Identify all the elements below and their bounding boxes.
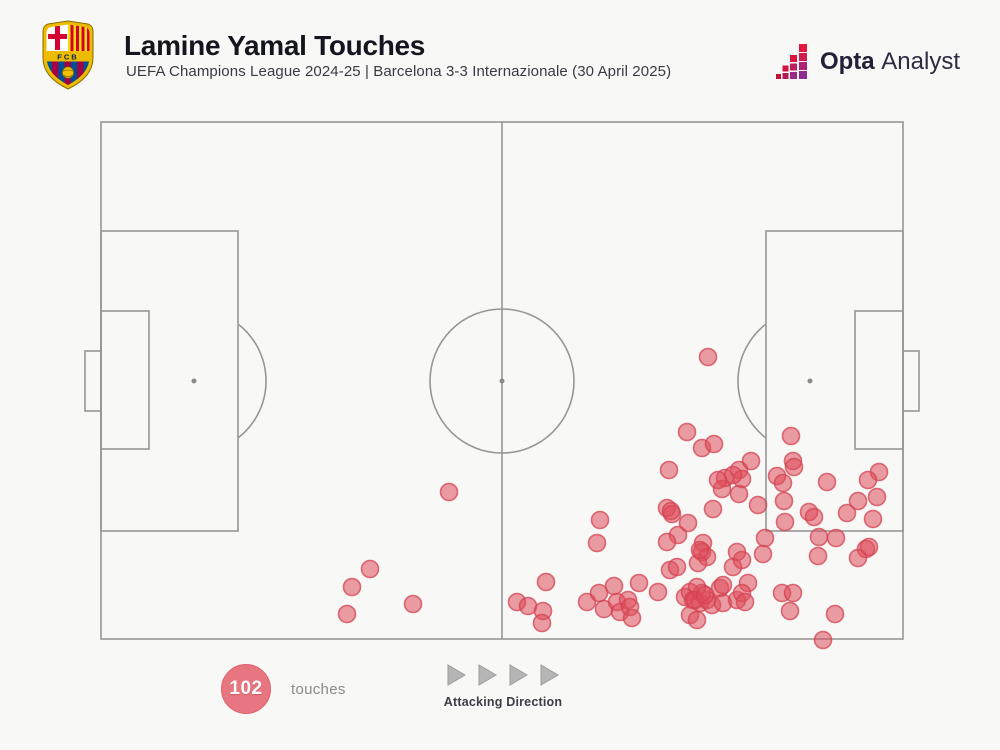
touch-dot	[825, 604, 845, 624]
touch-dot	[775, 512, 795, 532]
touch-dot	[848, 491, 868, 511]
touch-dots	[337, 347, 889, 650]
touch-dot	[587, 533, 607, 553]
center-circle	[429, 308, 575, 454]
touch-dot	[532, 613, 552, 633]
touch-dot	[817, 472, 837, 492]
touch-dot	[753, 544, 773, 564]
touch-dot	[687, 610, 707, 630]
touch-dot	[703, 499, 723, 519]
brand-analyst: Analyst	[881, 48, 960, 75]
arrow-right-icon	[447, 664, 466, 686]
touch-dot	[622, 608, 642, 628]
touch-dot	[773, 473, 793, 493]
goal-area-left	[100, 310, 150, 450]
touch-dot	[604, 576, 624, 596]
touch-dot	[648, 582, 668, 602]
penalty-area-left	[100, 230, 239, 532]
touch-dot	[780, 601, 800, 621]
touch-dot	[659, 460, 679, 480]
touch-dot	[360, 559, 380, 579]
penalty-spot-right	[807, 378, 813, 384]
touch-dot	[590, 510, 610, 530]
touch-dot	[748, 495, 768, 515]
touch-dot	[713, 575, 733, 595]
touch-dot	[781, 426, 801, 446]
touch-dot	[732, 550, 752, 570]
touch-dot	[629, 573, 649, 593]
touch-dot	[826, 528, 846, 548]
arrow-right-icon	[509, 664, 528, 686]
touch-dot	[677, 422, 697, 442]
touch-dot	[698, 347, 718, 367]
touch-dot	[858, 470, 878, 490]
touch-dot	[867, 487, 887, 507]
brand-opta: Opta	[819, 48, 875, 75]
crest-fcb-text: FCB	[57, 52, 78, 61]
penalty-spot-left	[191, 378, 197, 384]
touch-dot	[813, 630, 833, 650]
touch-dot	[729, 484, 749, 504]
touch-dot	[808, 546, 828, 566]
attacking-direction: Attacking Direction	[403, 664, 603, 709]
touch-dot	[342, 577, 362, 597]
pitch-spots	[191, 378, 813, 384]
touch-dot	[859, 537, 879, 557]
touch-dot	[690, 540, 710, 560]
touch-dot	[784, 457, 804, 477]
page-title: Lamine Yamal Touches	[124, 30, 426, 61]
page-subtitle: UEFA Champions League 2024-25 | Barcelon…	[126, 63, 672, 80]
touch-dot	[848, 548, 868, 568]
touch-dot	[657, 532, 677, 552]
touch-dot	[755, 528, 775, 548]
touch-dot	[439, 482, 459, 502]
touch-dot	[661, 501, 681, 521]
touch-dot	[678, 513, 698, 533]
touch-dot	[804, 507, 824, 527]
penalty-arc-left	[237, 323, 267, 439]
penalty-arc-right	[737, 323, 767, 439]
touch-dot	[536, 572, 556, 592]
touch-dot	[667, 557, 687, 577]
touch-dot	[774, 491, 794, 511]
opta-analyst-wordmark: Opta Analyst	[820, 48, 960, 76]
opta-squares-icon	[775, 44, 807, 79]
fc-barcelona-crest: FCB	[42, 20, 94, 90]
touch-dot	[337, 604, 357, 624]
touch-count-label: touches	[291, 681, 346, 698]
center-spot	[499, 378, 505, 384]
touch-dot	[809, 527, 829, 547]
touch-dot	[403, 594, 423, 614]
touch-dot	[704, 434, 724, 454]
goal-area-right	[854, 310, 904, 450]
touch-dot	[735, 592, 755, 612]
opta-analyst-logo: Opta Analyst	[775, 42, 960, 82]
arrow-right-icon	[540, 664, 559, 686]
goal-left	[84, 350, 102, 412]
goal-right	[902, 350, 920, 412]
attacking-direction-label: Attacking Direction	[443, 695, 563, 709]
touch-dot	[695, 585, 715, 605]
touch-dot	[837, 503, 857, 523]
touch-dot	[708, 470, 728, 490]
attacking-direction-arrows	[447, 664, 559, 686]
touch-count-badge: 102	[221, 664, 271, 714]
arrow-right-icon	[478, 664, 497, 686]
touch-dot	[783, 583, 803, 603]
touch-dot	[863, 509, 883, 529]
